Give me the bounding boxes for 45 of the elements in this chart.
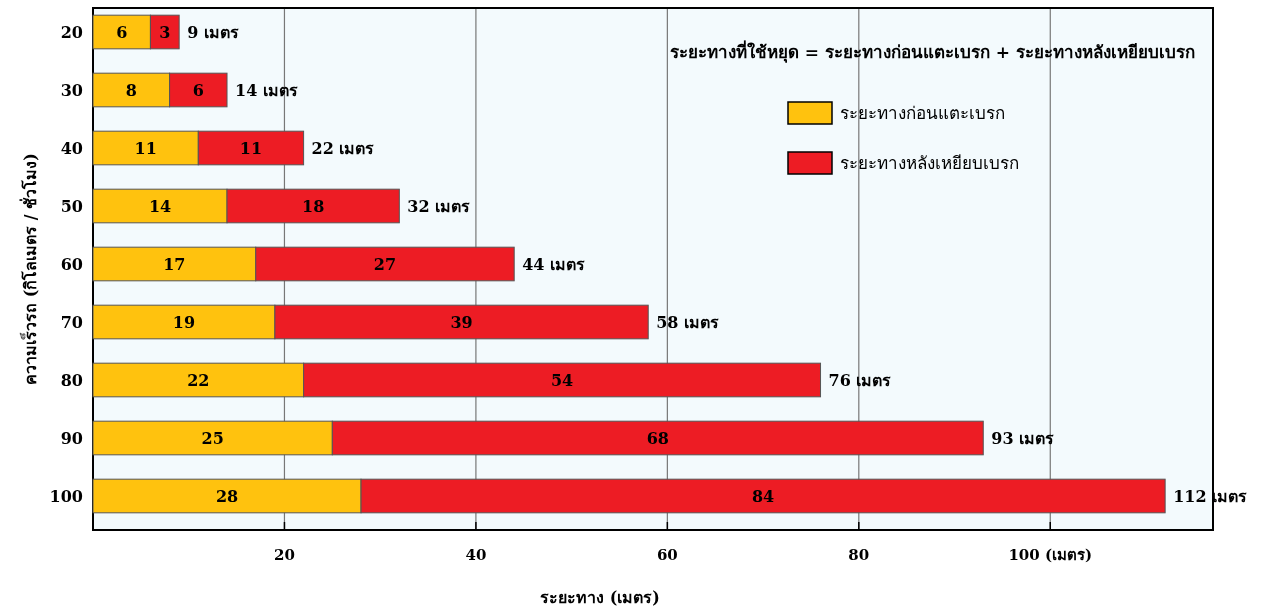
annotation: ระยะทางที่ใช้หยุด = ระยะทางก่อนแตะเบรก + ระยะทางหลังเหยียบเบรก: [669, 40, 1195, 63]
total-label: 14 เมตร: [235, 81, 298, 100]
total-label: 58 เมตร: [656, 313, 720, 332]
x-tick-label: 80: [848, 546, 870, 564]
x-tick-label: 40: [465, 546, 487, 564]
total-label: 93 เมตร: [991, 429, 1055, 448]
y-tick-label: 30: [60, 81, 83, 100]
data-label: 17: [163, 255, 186, 274]
data-label: 27: [373, 255, 397, 274]
data-label: 3: [159, 23, 171, 42]
data-label: 39: [450, 313, 473, 332]
data-label: 19: [172, 313, 196, 332]
data-label: 18: [302, 197, 325, 216]
y-tick-label: 20: [60, 23, 83, 42]
y-tick-label: 60: [60, 255, 83, 274]
legend-label: ระยะทางก่อนแตะเบรก: [840, 103, 1005, 123]
data-label: 22: [187, 371, 210, 390]
legend-label: ระยะทางหลังเหยียบเบรก: [840, 153, 1019, 173]
x-axis-title: ระยะทาง (เมตร): [540, 588, 660, 607]
data-label: 8: [125, 81, 137, 100]
total-label: 76 เมตร: [828, 371, 892, 390]
total-label: 44 เมตร: [522, 255, 586, 274]
data-label: 54: [550, 371, 574, 390]
data-label: 14: [148, 197, 172, 216]
data-label: 11: [134, 139, 157, 158]
y-tick-label: 40: [60, 139, 83, 158]
y-axis-title: ความเร็วรถ (กิโลเมตร / ชั่วโมง): [19, 153, 40, 385]
total-label: 9 เมตร: [187, 23, 239, 42]
total-label: 22 เมตร: [311, 139, 375, 158]
data-label: 68: [646, 429, 669, 448]
data-label: 6: [192, 81, 204, 100]
data-label: 25: [201, 429, 224, 448]
x-tick-label: 20: [274, 546, 295, 564]
y-tick-label: 100: [49, 487, 83, 506]
y-tick-label: 50: [60, 197, 83, 216]
data-label: 11: [239, 139, 263, 158]
y-tick-label: 70: [60, 313, 83, 332]
x-tick-label: 100 (เมตร): [1008, 546, 1093, 564]
x-tick-label: 60: [656, 546, 678, 564]
data-label: 28: [215, 487, 239, 506]
y-tick-label: 80: [60, 371, 83, 390]
data-label: 6: [116, 23, 128, 42]
y-tick-label: 90: [60, 429, 83, 448]
data-label: 84: [751, 487, 775, 506]
total-label: 32 เมตร: [407, 197, 471, 216]
